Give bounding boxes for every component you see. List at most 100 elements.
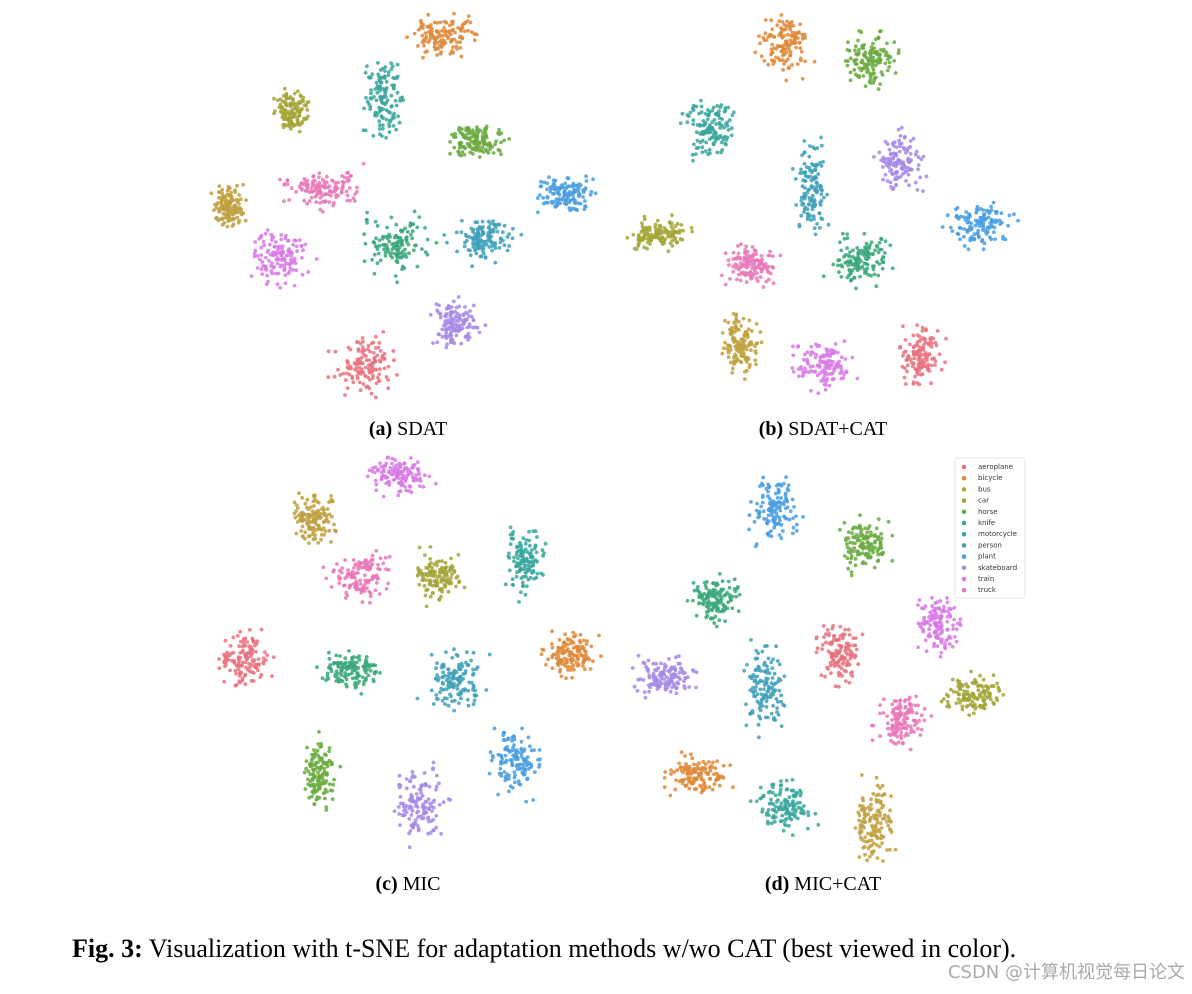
- point: [475, 238, 480, 242]
- point: [282, 199, 286, 204]
- point: [528, 551, 533, 556]
- point: [803, 170, 808, 175]
- point: [410, 798, 415, 802]
- point: [374, 549, 379, 553]
- point: [335, 186, 340, 191]
- point: [434, 29, 439, 33]
- point: [905, 369, 909, 374]
- point: [372, 240, 377, 245]
- point: [870, 61, 875, 66]
- point: [581, 660, 585, 665]
- point: [417, 796, 422, 801]
- point: [748, 270, 753, 274]
- point: [470, 264, 474, 269]
- point: [567, 200, 571, 205]
- point: [368, 600, 372, 605]
- point: [235, 183, 239, 188]
- point: [426, 12, 431, 17]
- point: [434, 784, 439, 789]
- point: [837, 684, 841, 689]
- point: [285, 178, 290, 183]
- point: [431, 766, 435, 770]
- point: [300, 495, 305, 500]
- point: [681, 770, 685, 775]
- point: [533, 544, 538, 549]
- point: [448, 140, 452, 144]
- point: [563, 632, 567, 637]
- point: [369, 564, 373, 568]
- point: [360, 600, 365, 605]
- point: [510, 786, 515, 790]
- point: [836, 637, 841, 642]
- point: [878, 821, 883, 826]
- point: [228, 198, 233, 203]
- point: [251, 639, 256, 644]
- point: [493, 142, 497, 147]
- point: [315, 788, 320, 793]
- point: [525, 763, 529, 768]
- point: [235, 215, 240, 220]
- point: [563, 193, 568, 198]
- point: [854, 636, 858, 640]
- point: [591, 177, 595, 182]
- point: [885, 142, 890, 147]
- point: [908, 145, 913, 149]
- point: [466, 14, 471, 18]
- point: [726, 258, 731, 263]
- point: [448, 314, 453, 319]
- point: [304, 183, 309, 188]
- point: [326, 349, 331, 354]
- point: [754, 322, 759, 326]
- point: [807, 202, 811, 207]
- point: [903, 338, 908, 342]
- point: [536, 210, 540, 215]
- point: [510, 532, 515, 537]
- point: [850, 355, 855, 360]
- point: [363, 558, 368, 563]
- point: [529, 764, 534, 769]
- point: [368, 349, 372, 354]
- point: [450, 676, 455, 681]
- point: [898, 134, 903, 138]
- point: [555, 190, 560, 195]
- point: [799, 49, 804, 54]
- point: [312, 748, 316, 752]
- point: [389, 93, 394, 98]
- point: [670, 221, 674, 226]
- point: [558, 186, 563, 191]
- point: [491, 755, 495, 760]
- point: [855, 376, 860, 381]
- point: [915, 188, 920, 192]
- point: [247, 628, 252, 632]
- point: [769, 271, 773, 276]
- point: [387, 554, 392, 559]
- point: [421, 484, 426, 489]
- point: [726, 355, 731, 360]
- point: [920, 329, 925, 333]
- point: [278, 109, 283, 114]
- point: [484, 126, 489, 131]
- point: [453, 131, 457, 136]
- point: [545, 181, 550, 186]
- point: [804, 165, 809, 170]
- point: [444, 334, 449, 339]
- point: [463, 146, 467, 151]
- point: [801, 357, 806, 362]
- point: [231, 650, 236, 655]
- point: [418, 484, 422, 488]
- point: [885, 41, 889, 46]
- point: [526, 735, 531, 740]
- point: [278, 285, 283, 290]
- point: [820, 360, 825, 364]
- point: [819, 135, 823, 140]
- point: [576, 657, 581, 662]
- point: [769, 18, 774, 23]
- point: [525, 755, 530, 759]
- point: [458, 689, 463, 694]
- point: [989, 208, 994, 213]
- point: [830, 371, 835, 376]
- point: [719, 103, 724, 107]
- point: [785, 19, 789, 24]
- point: [469, 135, 473, 140]
- point: [329, 585, 334, 589]
